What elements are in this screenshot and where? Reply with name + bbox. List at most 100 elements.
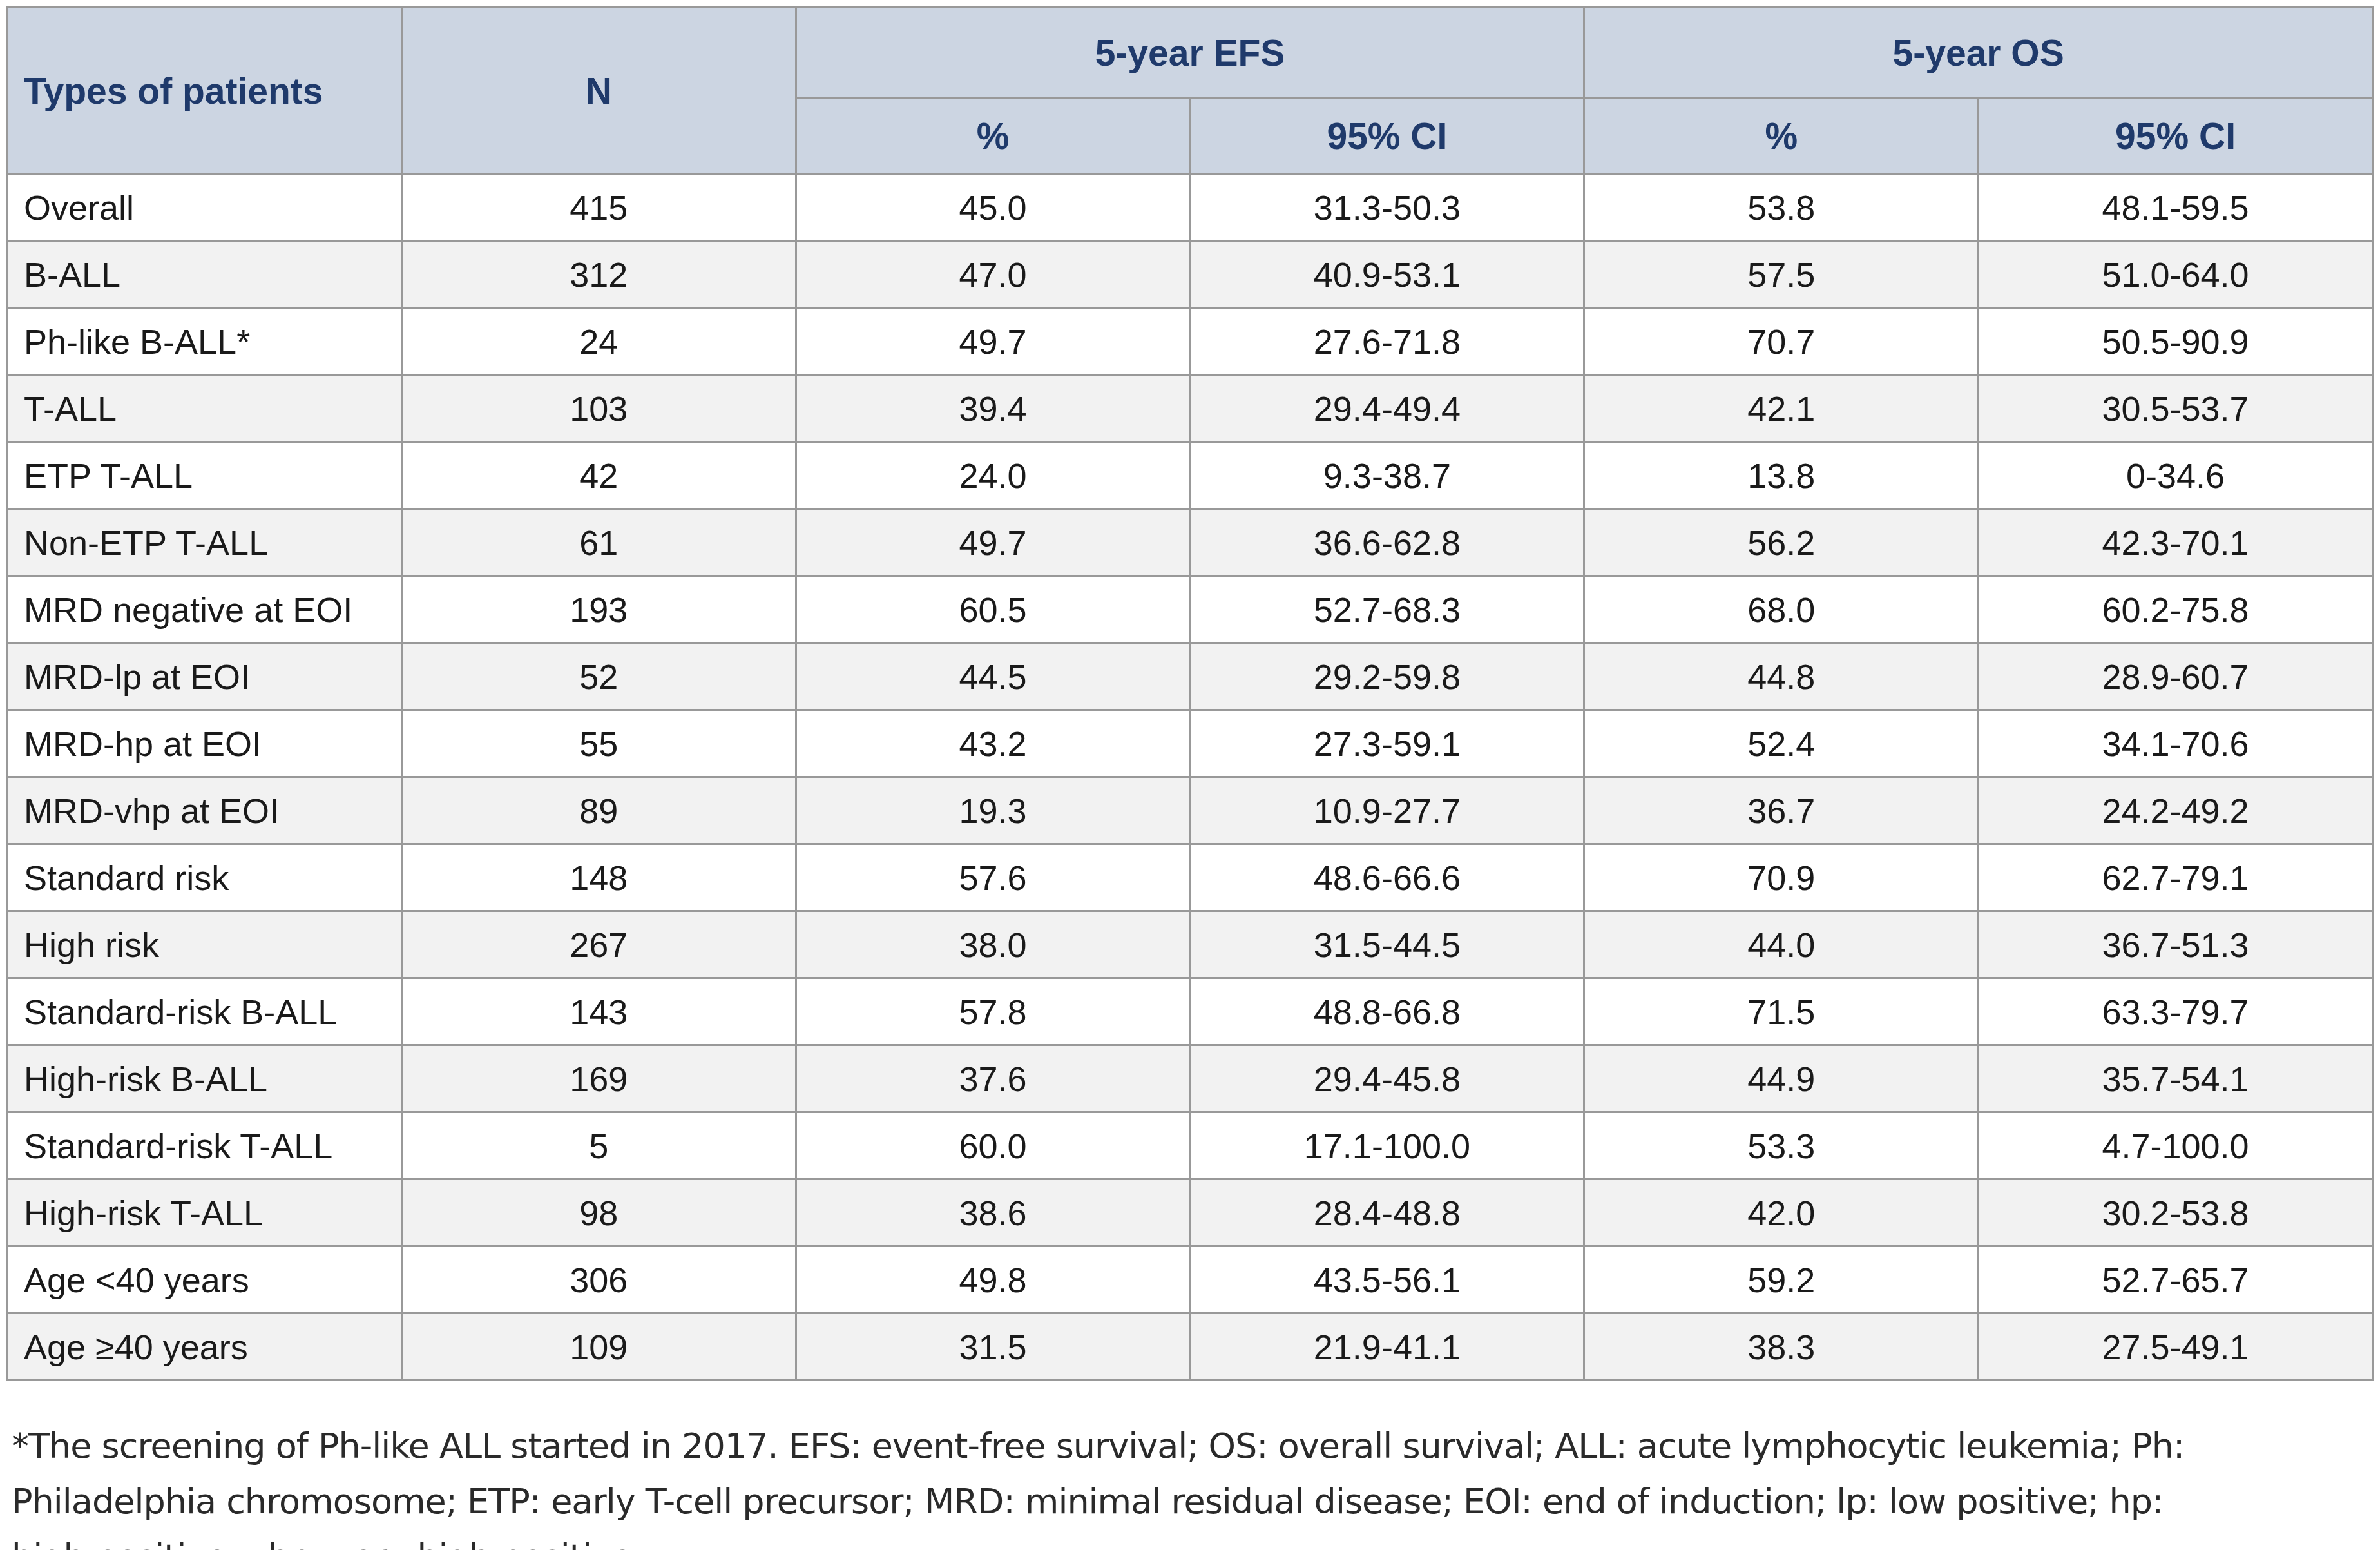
cell-n: 267 xyxy=(401,911,796,978)
cell-n: 312 xyxy=(401,241,796,308)
cell-type: B-ALL xyxy=(8,241,402,308)
cell-efs-ci: 27.6-71.8 xyxy=(1190,308,1584,375)
cell-n: 306 xyxy=(401,1246,796,1313)
table-row: T-ALL10339.429.4-49.442.130.5-53.7 xyxy=(8,375,2373,442)
cell-efs-pct: 57.6 xyxy=(796,844,1190,911)
cell-os-ci: 34.1-70.6 xyxy=(1979,710,2373,777)
cell-os-pct: 71.5 xyxy=(1584,978,1979,1045)
cell-os-ci: 24.2-49.2 xyxy=(1979,777,2373,844)
cell-efs-ci: 29.4-49.4 xyxy=(1190,375,1584,442)
cell-efs-ci: 10.9-27.7 xyxy=(1190,777,1584,844)
cell-n: 5 xyxy=(401,1112,796,1179)
cell-os-pct: 56.2 xyxy=(1584,509,1979,576)
cell-efs-ci: 48.8-66.8 xyxy=(1190,978,1584,1045)
cell-os-pct: 44.8 xyxy=(1584,643,1979,710)
cell-efs-pct: 38.0 xyxy=(796,911,1190,978)
table-row: Age <40 years30649.843.5-56.159.252.7-65… xyxy=(8,1246,2373,1313)
cell-type: Standard risk xyxy=(8,844,402,911)
table-header: Types of patients N 5-year EFS 5-year OS… xyxy=(8,8,2373,174)
table-row: High-risk T-ALL9838.628.4-48.842.030.2-5… xyxy=(8,1179,2373,1246)
cell-os-pct: 13.8 xyxy=(1584,442,1979,509)
cell-n: 169 xyxy=(401,1045,796,1112)
table-row: Age ≥40 years10931.521.9-41.138.327.5-49… xyxy=(8,1313,2373,1380)
cell-os-pct: 53.8 xyxy=(1584,174,1979,241)
cell-os-ci: 4.7-100.0 xyxy=(1979,1112,2373,1179)
cell-os-ci: 50.5-90.9 xyxy=(1979,308,2373,375)
header-5year-os: 5-year OS xyxy=(1584,8,2373,99)
cell-type: MRD-vhp at EOI xyxy=(8,777,402,844)
cell-efs-ci: 40.9-53.1 xyxy=(1190,241,1584,308)
cell-os-ci: 35.7-54.1 xyxy=(1979,1045,2373,1112)
cell-os-ci: 52.7-65.7 xyxy=(1979,1246,2373,1313)
cell-efs-pct: 49.7 xyxy=(796,308,1190,375)
cell-n: 193 xyxy=(401,576,796,643)
table-row: MRD-lp at EOI5244.529.2-59.844.828.9-60.… xyxy=(8,643,2373,710)
cell-type: MRD negative at EOI xyxy=(8,576,402,643)
table-row: Standard-risk T-ALL560.017.1-100.053.34.… xyxy=(8,1112,2373,1179)
cell-n: 103 xyxy=(401,375,796,442)
cell-efs-ci: 29.2-59.8 xyxy=(1190,643,1584,710)
cell-os-ci: 51.0-64.0 xyxy=(1979,241,2373,308)
cell-efs-pct: 43.2 xyxy=(796,710,1190,777)
cell-os-ci: 36.7-51.3 xyxy=(1979,911,2373,978)
cell-n: 109 xyxy=(401,1313,796,1380)
cell-os-pct: 57.5 xyxy=(1584,241,1979,308)
cell-os-pct: 70.9 xyxy=(1584,844,1979,911)
cell-type: High-risk T-ALL xyxy=(8,1179,402,1246)
cell-n: 89 xyxy=(401,777,796,844)
table-row: Non-ETP T-ALL6149.736.6-62.856.242.3-70.… xyxy=(8,509,2373,576)
cell-n: 61 xyxy=(401,509,796,576)
cell-efs-ci: 17.1-100.0 xyxy=(1190,1112,1584,1179)
table-row: B-ALL31247.040.9-53.157.551.0-64.0 xyxy=(8,241,2373,308)
cell-os-ci: 0-34.6 xyxy=(1979,442,2373,509)
cell-efs-pct: 38.6 xyxy=(796,1179,1190,1246)
table-row: Ph-like B-ALL*2449.727.6-71.870.750.5-90… xyxy=(8,308,2373,375)
cell-os-pct: 53.3 xyxy=(1584,1112,1979,1179)
cell-type: Standard-risk T-ALL xyxy=(8,1112,402,1179)
cell-efs-pct: 37.6 xyxy=(796,1045,1190,1112)
cell-os-ci: 63.3-79.7 xyxy=(1979,978,2373,1045)
cell-type: ETP T-ALL xyxy=(8,442,402,509)
cell-efs-ci: 43.5-56.1 xyxy=(1190,1246,1584,1313)
table-row: ETP T-ALL4224.09.3-38.713.80-34.6 xyxy=(8,442,2373,509)
cell-type: T-ALL xyxy=(8,375,402,442)
table-row: Standard-risk B-ALL14357.848.8-66.871.56… xyxy=(8,978,2373,1045)
cell-efs-ci: 52.7-68.3 xyxy=(1190,576,1584,643)
header-n: N xyxy=(401,8,796,174)
cell-efs-ci: 31.3-50.3 xyxy=(1190,174,1584,241)
cell-efs-pct: 60.0 xyxy=(796,1112,1190,1179)
cell-os-pct: 70.7 xyxy=(1584,308,1979,375)
cell-type: Overall xyxy=(8,174,402,241)
cell-os-pct: 36.7 xyxy=(1584,777,1979,844)
cell-os-ci: 48.1-59.5 xyxy=(1979,174,2373,241)
footnote: *The screening of Ph-like ALL started in… xyxy=(12,1419,2374,1550)
table-row: MRD negative at EOI19360.552.7-68.368.06… xyxy=(8,576,2373,643)
survival-table: Types of patients N 5-year EFS 5-year OS… xyxy=(6,6,2374,1381)
cell-type: Ph-like B-ALL* xyxy=(8,308,402,375)
cell-os-pct: 42.0 xyxy=(1584,1179,1979,1246)
cell-type: Non-ETP T-ALL xyxy=(8,509,402,576)
cell-type: MRD-hp at EOI xyxy=(8,710,402,777)
table-body: Overall41545.031.3-50.353.848.1-59.5B-AL… xyxy=(8,174,2373,1380)
cell-efs-ci: 21.9-41.1 xyxy=(1190,1313,1584,1380)
cell-n: 98 xyxy=(401,1179,796,1246)
footnote-line: *The screening of Ph-like ALL started in… xyxy=(12,1419,2374,1474)
cell-efs-pct: 47.0 xyxy=(796,241,1190,308)
cell-os-ci: 60.2-75.8 xyxy=(1979,576,2373,643)
cell-efs-ci: 9.3-38.7 xyxy=(1190,442,1584,509)
cell-n: 415 xyxy=(401,174,796,241)
cell-os-pct: 52.4 xyxy=(1584,710,1979,777)
cell-efs-ci: 36.6-62.8 xyxy=(1190,509,1584,576)
cell-n: 24 xyxy=(401,308,796,375)
table-row: High-risk B-ALL16937.629.4-45.844.935.7-… xyxy=(8,1045,2373,1112)
cell-n: 148 xyxy=(401,844,796,911)
footnote-line: Philadelphia chromosome; ETP: early T-ce… xyxy=(12,1474,2374,1529)
cell-os-pct: 38.3 xyxy=(1584,1313,1979,1380)
cell-efs-pct: 44.5 xyxy=(796,643,1190,710)
cell-type: High-risk B-ALL xyxy=(8,1045,402,1112)
cell-efs-pct: 24.0 xyxy=(796,442,1190,509)
cell-type: Age ≥40 years xyxy=(8,1313,402,1380)
cell-efs-ci: 27.3-59.1 xyxy=(1190,710,1584,777)
cell-efs-pct: 57.8 xyxy=(796,978,1190,1045)
cell-type: MRD-lp at EOI xyxy=(8,643,402,710)
